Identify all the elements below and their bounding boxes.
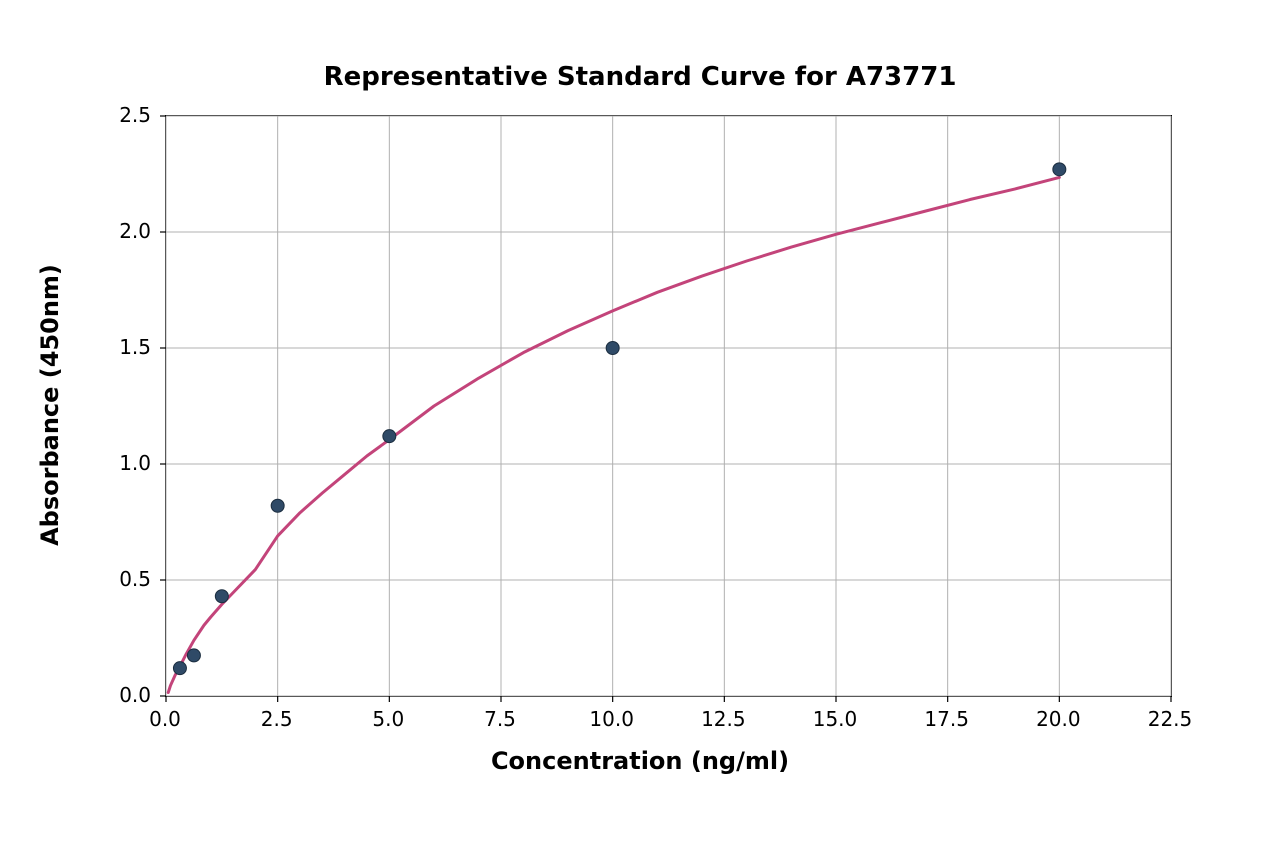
y-tick-label: 0.5 bbox=[119, 567, 151, 591]
figure: Representative Standard Curve for A73771… bbox=[0, 0, 1280, 845]
x-tick-label: 0.0 bbox=[149, 707, 181, 731]
plot-svg bbox=[166, 116, 1171, 696]
plot-area bbox=[165, 115, 1172, 697]
x-tick-label: 15.0 bbox=[813, 707, 858, 731]
x-tick-label: 5.0 bbox=[372, 707, 404, 731]
x-tick-label: 10.0 bbox=[589, 707, 634, 731]
y-tick-label: 2.0 bbox=[119, 219, 151, 243]
x-tick-label: 17.5 bbox=[924, 707, 969, 731]
x-tick-label: 7.5 bbox=[484, 707, 516, 731]
x-tick-label: 20.0 bbox=[1036, 707, 1081, 731]
chart-title: Representative Standard Curve for A73771 bbox=[0, 62, 1280, 92]
y-axis-label: Absorbance (450nm) bbox=[36, 264, 64, 546]
x-tick-label: 22.5 bbox=[1148, 707, 1193, 731]
y-tick-label: 2.5 bbox=[119, 103, 151, 127]
x-tick-label: 2.5 bbox=[261, 707, 293, 731]
y-tick-label: 1.0 bbox=[119, 451, 151, 475]
y-tick-label: 0.0 bbox=[119, 683, 151, 707]
y-tick-label: 1.5 bbox=[119, 335, 151, 359]
x-axis-label: Concentration (ng/ml) bbox=[0, 747, 1280, 775]
x-tick-label: 12.5 bbox=[701, 707, 746, 731]
